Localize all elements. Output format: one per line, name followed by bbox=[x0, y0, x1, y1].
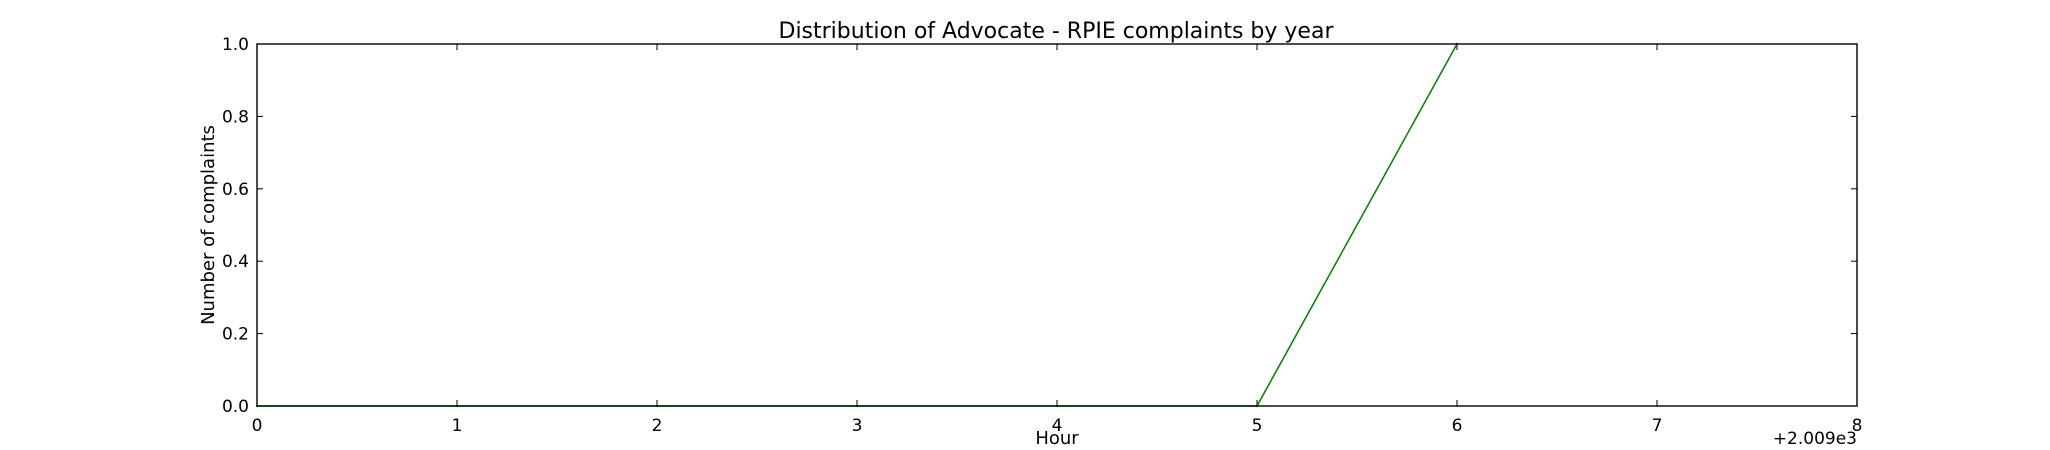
x-tick-label: 0 bbox=[252, 416, 263, 436]
x-tick-label: 3 bbox=[852, 416, 863, 436]
y-tick-label: 0.8 bbox=[222, 107, 249, 127]
x-offset-label: +2.009e3 bbox=[1773, 429, 1857, 449]
x-tick-label: 2 bbox=[652, 416, 663, 436]
chart-title: Distribution of Advocate - RPIE complain… bbox=[779, 19, 1335, 44]
plot-area bbox=[257, 44, 1857, 406]
x-tick-label: 5 bbox=[1252, 416, 1263, 436]
y-tick-label: 0.0 bbox=[222, 397, 249, 417]
x-axis-label: Hour bbox=[1035, 428, 1079, 449]
x-tick-label: 7 bbox=[1652, 416, 1663, 436]
y-tick-label: 0.6 bbox=[222, 180, 249, 200]
y-tick-label: 0.2 bbox=[222, 325, 249, 345]
plot-frame bbox=[256, 43, 1858, 407]
x-tick-label: 1 bbox=[452, 416, 463, 436]
y-axis-label: Number of complaints bbox=[198, 125, 219, 325]
y-tick-labels: 0.0 0.2 0.4 0.6 0.8 1.0 bbox=[222, 35, 249, 417]
x-tick-label: 6 bbox=[1452, 416, 1463, 436]
y-tick-label: 1.0 bbox=[222, 35, 249, 55]
x-tick-label: 8 bbox=[1852, 416, 1863, 436]
y-tick-label: 0.4 bbox=[222, 252, 249, 272]
x-tick-label: 4 bbox=[1052, 416, 1063, 436]
x-tick-labels: 0 1 2 3 4 5 6 7 8 bbox=[252, 416, 1863, 436]
